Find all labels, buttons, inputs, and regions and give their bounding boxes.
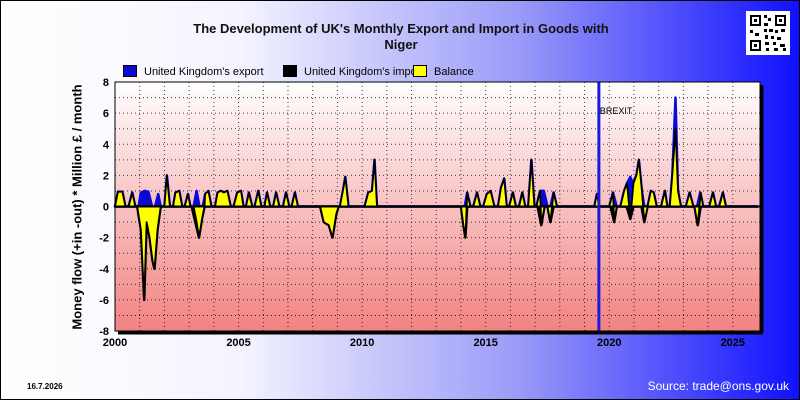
y-tick-label: 0 [103, 202, 109, 214]
x-tick-label: 2015 [473, 337, 497, 349]
legend-swatch-export [123, 65, 137, 77]
legend-swatch-import [283, 65, 297, 77]
x-tick-label: 2025 [721, 337, 745, 349]
annotation-layer: BREXIT [597, 82, 633, 331]
y-tick-labels: 8 6 4 2 0 -2 -4 -6 -8 [99, 77, 110, 338]
y-tick-label: -4 [99, 264, 110, 276]
y-tick-label: -8 [99, 326, 109, 338]
legend-label-import: United Kingdom's import [304, 66, 424, 78]
chart-title: The Development of UK's Monthly Export a… [1, 21, 799, 53]
chart-title-line-1: The Development of UK's Monthly Export a… [193, 21, 609, 36]
legend-swatch-balance [413, 65, 427, 77]
x-tick-label: 2000 [103, 337, 127, 349]
legend-label-export: United Kingdom's export [144, 66, 264, 78]
y-tick-label: 2 [103, 170, 109, 182]
plot-border [114, 81, 761, 332]
x-tick-labels: 2000 2005 2010 2015 2020 2025 [103, 337, 745, 349]
y-tick-label: -6 [99, 295, 109, 307]
y-tick-label: -2 [99, 233, 109, 245]
y-tick-label: 4 [103, 139, 110, 151]
x-tick-label: 2020 [597, 337, 621, 349]
x-tick-label: 2010 [350, 337, 374, 349]
y-tick-label: 8 [103, 77, 109, 89]
qr-code-icon [746, 11, 790, 55]
brexit-annotation: BREXIT [600, 106, 633, 116]
chart-title-line-2: Niger [384, 37, 418, 52]
x-tick-label: 2005 [226, 337, 250, 349]
date-stamp: 16.7.2026 [27, 382, 63, 391]
source-credit: Source: trade@ons.gov.uk [647, 379, 789, 393]
legend-label-balance: Balance [434, 66, 474, 78]
y-tick-label: 6 [103, 108, 109, 120]
